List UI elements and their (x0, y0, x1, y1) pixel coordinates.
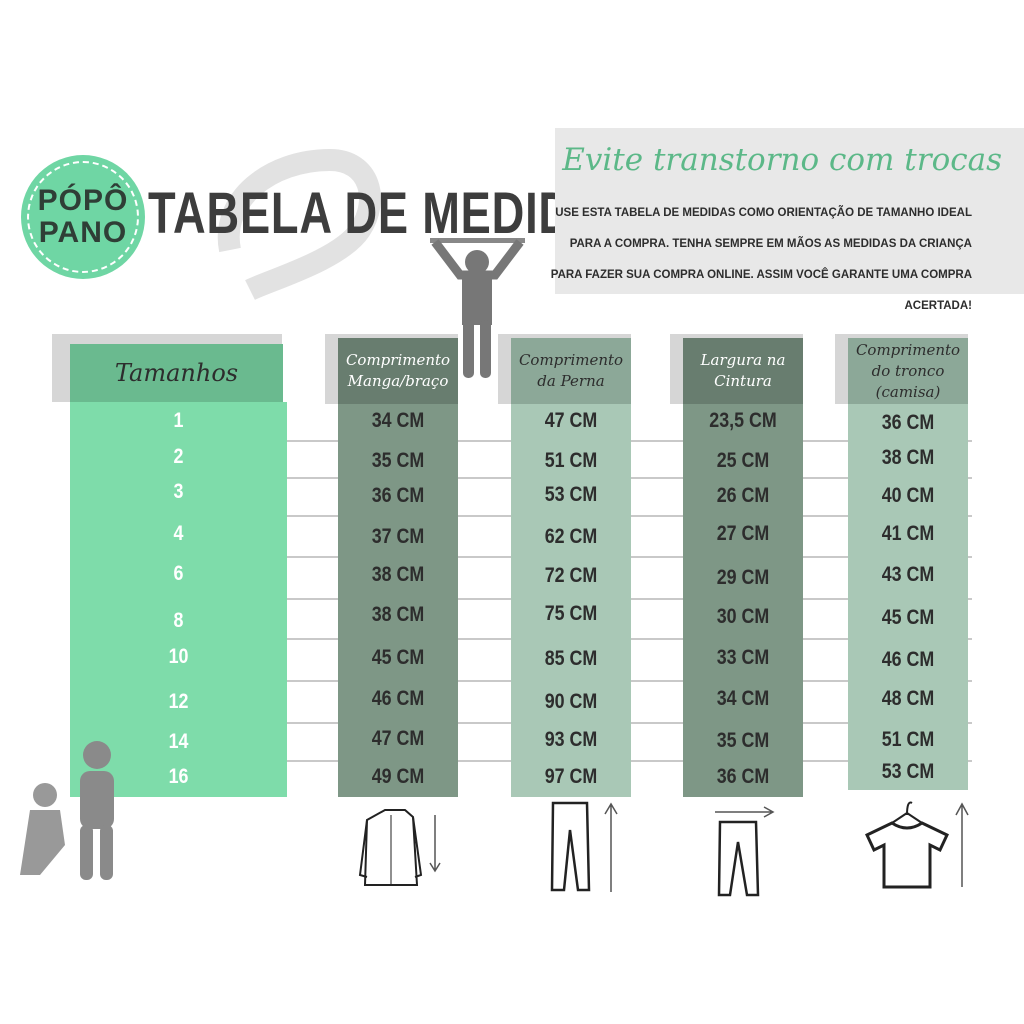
size-cell: 8 (173, 609, 184, 632)
page-title: TABELA DE MEDIDAS (148, 181, 637, 246)
measure-cell: 26 CM (716, 484, 770, 507)
measuring-tape-icon (217, 148, 381, 300)
logo-line1: PÓPÔ (37, 184, 129, 217)
measure-cell: 62 CM (544, 525, 598, 548)
measure-cell: 48 CM (881, 687, 935, 710)
measure-column: 47 CM 51 CM 53 CM 62 CM 72 CM 75 CM 85 CM 90 CM… (511, 404, 631, 797)
measure-cell: 45 CM (371, 646, 425, 669)
measure-cell: 47 CM (544, 409, 598, 432)
measure-cell: 38 CM (881, 446, 935, 469)
measure-cell: 90 CM (544, 690, 598, 713)
measure-cell: 37 CM (371, 525, 425, 548)
notice-box: Evite transtorno com trocas USE ESTA TAB… (551, 128, 1024, 312)
measure-cell: 36 CM (881, 411, 935, 434)
measure-cell: 35 CM (371, 449, 425, 472)
measure-cell: 53 CM (881, 760, 935, 783)
size-cell: 3 (173, 480, 184, 503)
measure-cell: 75 CM (544, 602, 598, 625)
size-cell: 10 (168, 645, 189, 668)
measure-cell: 46 CM (371, 687, 425, 710)
measure-cell: 49 CM (371, 765, 425, 788)
column-header: Comprimento do tronco (camisa) (848, 338, 968, 404)
logo: PÓPÔ PANO (21, 155, 145, 279)
size-cell: 1 (173, 409, 184, 432)
measure-cell: 47 CM (371, 727, 425, 750)
measure-cell: 34 CM (371, 409, 425, 432)
measure-cell: 27 CM (716, 522, 770, 545)
measure-column: 36 CM 38 CM 40 CM 41 CM 43 CM 45 CM 46 CM 48 CM… (848, 404, 968, 790)
size-cell: 16 (168, 765, 189, 788)
size-cell: 2 (173, 445, 184, 468)
size-cell: 12 (168, 690, 189, 713)
measure-cell: 23,5 CM (709, 409, 777, 432)
measure-cell: 51 CM (544, 449, 598, 472)
tshirt-hanger-icon (865, 801, 969, 889)
measure-cell: 38 CM (371, 603, 425, 626)
measure-cell: 41 CM (881, 522, 935, 545)
measure-cell: 40 CM (881, 484, 935, 507)
sizes-header: Tamanhos (70, 344, 283, 402)
measure-cell: 53 CM (544, 483, 598, 506)
measure-column: 34 CM 35 CM 36 CM 37 CM 38 CM 38 CM 45 CM 46 CM… (338, 404, 458, 797)
measure-cell: 25 CM (716, 449, 770, 472)
notice-title: Evite transtorno com trocas (562, 142, 1002, 178)
measure-cell: 43 CM (881, 563, 935, 586)
measure-cell: 51 CM (881, 728, 935, 751)
measure-cell: 34 CM (716, 687, 770, 710)
measure-cell: 72 CM (544, 564, 598, 587)
person-measuring-icon (430, 238, 525, 378)
column-header: Comprimento da Perna (511, 338, 631, 404)
child-measuring-icon (20, 741, 114, 880)
measure-cell: 93 CM (544, 728, 598, 751)
pants-waist-icon (715, 806, 775, 897)
measure-cell: 29 CM (716, 566, 770, 589)
sizes-column: 1 2 3 4 6 8 10 12 14 16 (70, 402, 287, 797)
pants-length-icon (550, 801, 618, 892)
notice-text: USE ESTA TABELA DE MEDIDAS COMO ORIENTAÇ… (550, 207, 972, 312)
column-header: Comprimento Manga/braço (338, 338, 458, 404)
measure-column: 23,5 CM 25 CM 26 CM 27 CM 29 CM 30 CM 33 CM 34 … (683, 404, 803, 797)
logo-line2: PANO (38, 216, 128, 249)
measure-cell: 30 CM (716, 605, 770, 628)
measure-cell: 36 CM (371, 484, 425, 507)
measure-cell: 97 CM (544, 765, 598, 788)
measure-cell: 45 CM (881, 606, 935, 629)
measure-cell: 36 CM (716, 765, 770, 788)
size-cell: 14 (168, 730, 189, 753)
size-cell: 6 (173, 562, 184, 585)
measure-cell: 85 CM (544, 647, 598, 670)
measure-cell: 38 CM (371, 563, 425, 586)
measure-cell: 33 CM (716, 646, 770, 669)
measure-cell: 46 CM (881, 648, 935, 671)
column-header: Largura na Cintura (683, 338, 803, 404)
measure-cell: 35 CM (716, 729, 770, 752)
shirt-icon (358, 809, 441, 886)
size-cell: 4 (173, 522, 184, 545)
